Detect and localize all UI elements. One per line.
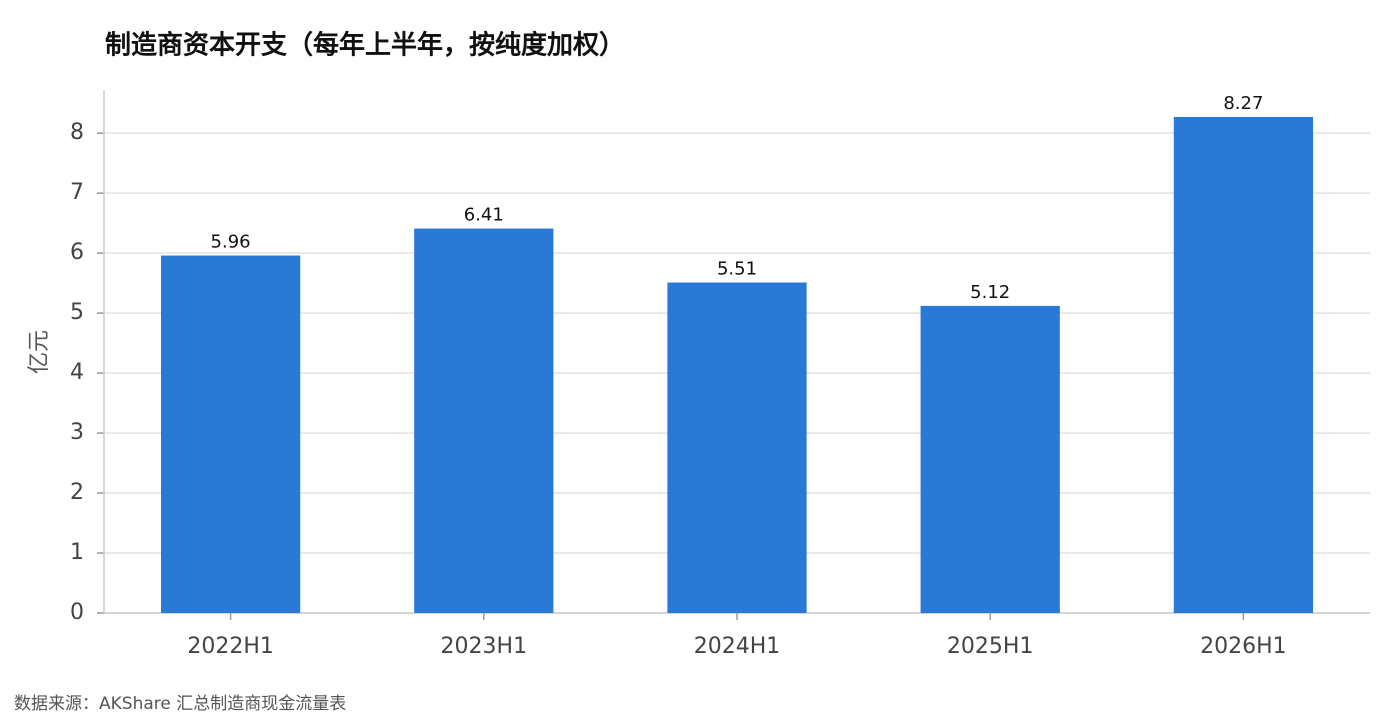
bar [667,282,807,613]
bar [160,255,301,614]
x-tick-label: 2026H1 [1200,634,1287,659]
y-tick-label: 6 [70,240,84,265]
y-tick-label: 2 [70,480,84,505]
y-tick-label: 4 [70,360,84,385]
value-label: 5.96 [211,232,251,253]
source-note: 数据来源：AKShare 汇总制造商现金流量表 [14,694,346,714]
y-tick-label: 1 [70,540,84,565]
chart-title: 制造商资本开支（每年上半年，按纯度加权） [105,30,625,61]
x-tick-label: 2022H1 [187,634,274,659]
value-label: 8.27 [1223,93,1263,114]
y-axis-label: 亿元 [27,330,52,374]
bar [414,228,554,614]
y-tick-label: 8 [70,120,84,145]
x-tick-label: 2023H1 [441,634,528,659]
y-tick-label: 3 [70,420,84,445]
value-label: 6.41 [464,205,504,226]
value-label: 5.12 [970,282,1010,303]
x-tick-label: 2025H1 [947,634,1034,659]
y-tick-label: 7 [70,180,84,205]
x-tick-label: 2024H1 [694,634,781,659]
y-tick-label: 5 [70,300,84,325]
y-tick-label: 0 [70,600,84,625]
value-label: 5.51 [717,259,757,280]
bar [920,305,1060,613]
bar [1173,116,1314,613]
